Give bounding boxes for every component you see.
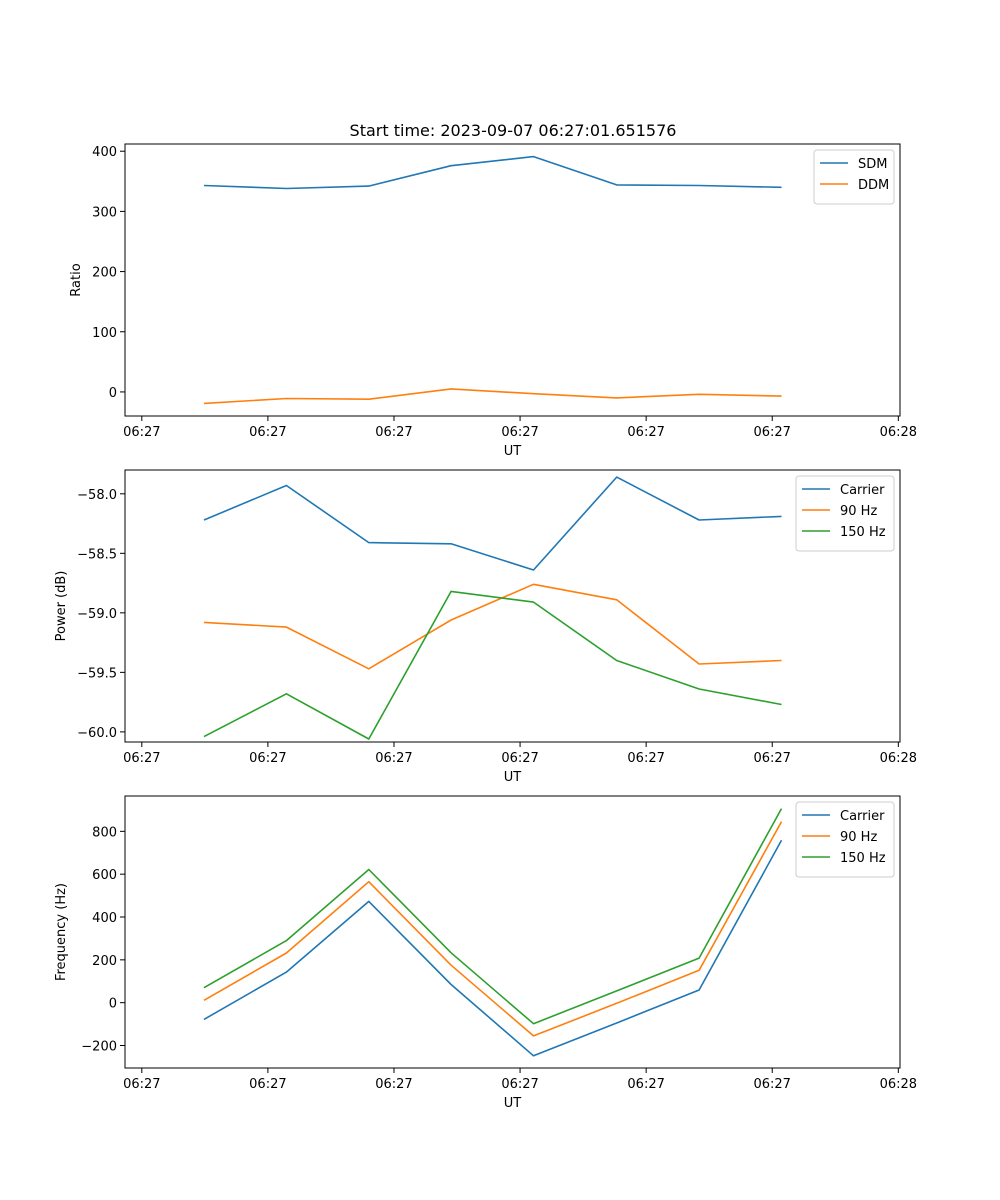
power-legend-label: Carrier [840, 483, 885, 498]
power-legend-label: 90 Hz [840, 504, 877, 519]
power-axes-frame [124, 469, 901, 743]
frequency-x-tick-label: 06:27 [627, 1077, 664, 1092]
ratio-x-tick-label: 06:27 [249, 425, 286, 440]
power-lines [203, 476, 782, 740]
power-x-axis-label: UT [504, 770, 522, 785]
ratio-x-tick-label: 06:27 [501, 425, 538, 440]
power-series-line-150-hz [203, 590, 782, 740]
frequency-y-tick-label: 800 [92, 825, 117, 840]
frequency-panel: 06:27 06:27 06:27 06:27 06:27 06:27 06:28 −200 0… [54, 795, 917, 1111]
power-y-tick-label: −59.0 [77, 607, 117, 622]
ratio-panel: 06:27 06:27 06:27 06:27 06:27 06:27 06:28 0 100 2… [69, 143, 917, 459]
power-series-line-90-hz [203, 583, 782, 670]
power-x-tick-label: 06:27 [123, 751, 160, 766]
frequency-legend-label: 150 Hz [840, 851, 886, 866]
ratio-legend-label: SDM [858, 157, 887, 172]
frequency-y-tick-label: 0 [109, 997, 117, 1012]
power-y-tick-label: −58.0 [77, 488, 117, 503]
frequency-x-tick-label: 06:27 [753, 1077, 790, 1092]
power-panel: 06:27 06:27 06:27 06:27 06:27 06:27 06:28 −58.0… [54, 469, 917, 785]
frequency-x-tick-label: 06:27 [123, 1077, 160, 1092]
ratio-lines [203, 155, 782, 405]
ratio-x-tick-label: 06:27 [753, 425, 790, 440]
ratio-y-tick-label: 0 [109, 386, 117, 401]
ratio-legend-label: DDM [858, 178, 889, 193]
ratio-axes-frame [124, 143, 901, 417]
ratio-x-tick-label: 06:27 [123, 425, 160, 440]
ratio-x-axis-label: UT [504, 444, 522, 459]
frequency-x-tick-label: 06:28 [880, 1077, 917, 1092]
frequency-series-line-carrier [203, 839, 783, 1057]
power-series-line-carrier [203, 476, 782, 571]
power-x-tick-label: 06:28 [880, 751, 917, 766]
ratio-series-line-sdm [203, 155, 782, 190]
figure-title: Start time: 2023-09-07 06:27:01.651576 [350, 121, 677, 140]
power-y-axis-label: Power (dB) [54, 571, 69, 642]
ratio-y-axis-label: Ratio [69, 263, 84, 296]
frequency-y-axis-label: Frequency (Hz) [54, 883, 69, 981]
power-y-tick-label: −60.0 [77, 726, 117, 741]
ratio-y-tick-label: 100 [92, 326, 117, 341]
frequency-legend-label: 90 Hz [840, 830, 877, 845]
power-legend: Carrier 90 Hz 150 Hz [795, 475, 895, 552]
power-x-tick-label: 06:27 [375, 751, 412, 766]
frequency-x-tick-label: 06:27 [375, 1077, 412, 1092]
frequency-series-line-150-hz [203, 808, 783, 1025]
frequency-series-line-90-hz [203, 821, 783, 1037]
frequency-legend-box [795, 801, 895, 878]
frequency-legend: Carrier 90 Hz 150 Hz [795, 801, 895, 878]
frequency-y-tick-label: 400 [92, 911, 117, 926]
frequency-axes-frame [124, 795, 901, 1069]
power-x-tick-label: 06:27 [627, 751, 664, 766]
power-x-tick-label: 06:27 [753, 751, 790, 766]
ratio-x-tick-label: 06:27 [375, 425, 412, 440]
power-y-tick-label: −58.5 [77, 547, 117, 562]
ratio-series-line-ddm [203, 388, 782, 405]
frequency-y-tick-label: 600 [92, 868, 117, 883]
frequency-x-tick-label: 06:27 [501, 1077, 538, 1092]
ratio-x-tick-label: 06:28 [880, 425, 917, 440]
power-legend-label: 150 Hz [840, 525, 886, 540]
power-x-tick-label: 06:27 [249, 751, 286, 766]
frequency-y-tick-label: 200 [92, 954, 117, 969]
ratio-x-tick-label: 06:27 [627, 425, 664, 440]
ratio-legend: SDM DDM [813, 149, 895, 205]
frequency-legend-label: Carrier [840, 809, 885, 824]
ratio-y-tick-label: 300 [92, 205, 117, 220]
frequency-x-axis-label: UT [504, 1096, 522, 1111]
ratio-y-tick-label: 400 [92, 145, 117, 160]
power-x-tick-label: 06:27 [501, 751, 538, 766]
power-y-tick-label: −59.5 [77, 666, 117, 681]
power-legend-box [795, 475, 895, 552]
frequency-lines [203, 808, 783, 1057]
ratio-y-tick-label: 200 [92, 266, 117, 281]
frequency-x-tick-label: 06:27 [249, 1077, 286, 1092]
frequency-y-tick-label: −200 [81, 1040, 117, 1055]
